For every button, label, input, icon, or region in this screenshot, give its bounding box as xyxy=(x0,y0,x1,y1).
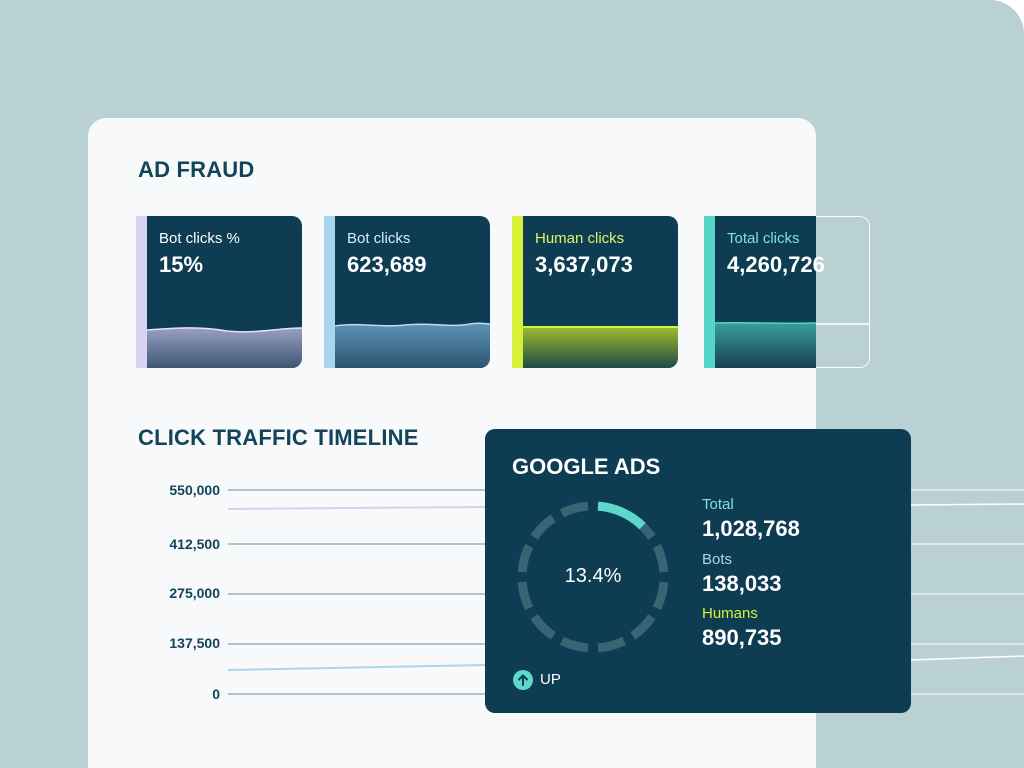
sparkline-total-clicks xyxy=(715,321,816,368)
card-accent-bar xyxy=(704,216,715,368)
donut-track-segment xyxy=(559,636,589,653)
bots-value: 138,033 xyxy=(702,571,782,596)
sparkline-human-clicks xyxy=(523,326,678,368)
donut-track-segment xyxy=(630,614,656,640)
metric-card-bot-clicks[interactable]: Bot clicks 623,689 xyxy=(324,216,490,368)
series-line-bots xyxy=(227,664,486,671)
donut-track-segment xyxy=(517,543,534,573)
y-tick-label: 275,000 xyxy=(169,585,220,601)
donut-track-segment xyxy=(530,514,556,540)
donut-track-segment xyxy=(559,501,589,518)
donut-track-segment xyxy=(652,543,669,573)
click-traffic-timeline-title: CLICK TRAFFIC TIMELINE xyxy=(138,425,419,450)
trend-label: UP xyxy=(540,671,561,688)
donut-track-segment xyxy=(652,581,669,611)
card-value: 3,637,073 xyxy=(535,252,633,277)
card-accent-bar xyxy=(324,216,335,368)
sparkline-overflow xyxy=(816,323,869,325)
donut-bot-share-segment xyxy=(597,501,646,530)
card-accent-bar xyxy=(136,216,147,368)
card-value: 4,260,726 xyxy=(727,252,825,277)
card-value: 15% xyxy=(159,252,204,277)
card-value: 623,689 xyxy=(347,252,427,277)
sparkline-area xyxy=(715,322,816,368)
series-line-total xyxy=(227,506,486,510)
metric-card-bot-clicks-percent[interactable]: Bot clicks % 15% xyxy=(136,216,302,368)
series-line-total xyxy=(910,503,1024,506)
card-label: Bot clicks xyxy=(347,230,411,247)
y-tick-label: 0 xyxy=(212,686,220,702)
sparkline-line xyxy=(147,327,302,333)
y-tick-label: 137,500 xyxy=(169,635,220,651)
ad-fraud-title: AD FRAUD xyxy=(138,157,255,182)
metric-card-human-clicks[interactable]: Human clicks 3,637,073 xyxy=(512,216,678,368)
humans-label: Humans xyxy=(702,605,758,622)
sparkline-line xyxy=(715,321,816,325)
card-overflow-outline xyxy=(816,216,870,368)
sparkline-area xyxy=(335,323,490,368)
total-label: Total xyxy=(702,496,734,513)
y-tick-label: 550,000 xyxy=(169,482,220,498)
total-value: 1,028,768 xyxy=(702,516,800,541)
card-label: Total clicks xyxy=(727,230,800,247)
y-tick-label: 412,500 xyxy=(169,536,220,552)
google-ads-title: GOOGLE ADS xyxy=(512,454,661,479)
card-body xyxy=(704,216,816,368)
donut-track-segment xyxy=(597,636,627,653)
donut-track-segment xyxy=(530,614,556,640)
sparkline-bot-clicks xyxy=(335,322,490,368)
sparkline-area xyxy=(523,327,678,368)
sparkline-bot-clicks-percent xyxy=(147,327,302,368)
card-label: Bot clicks % xyxy=(159,230,240,247)
humans-value: 890,735 xyxy=(702,625,782,650)
donut-track-segment xyxy=(517,581,534,611)
google-ads-card[interactable]: GOOGLE ADS 13.4% Total 1,028,768 Bots 13… xyxy=(485,429,911,713)
arrow-up-icon xyxy=(513,670,533,690)
bots-label: Bots xyxy=(702,551,733,568)
card-accent-bar xyxy=(512,216,523,368)
bot-share-donut xyxy=(517,501,669,653)
card-label: Human clicks xyxy=(535,230,625,247)
series-line-bots xyxy=(910,655,1024,661)
sparkline-line xyxy=(335,322,490,327)
sparkline-area xyxy=(147,327,302,368)
metric-card-total-clicks[interactable]: Total clicks 4,260,726 xyxy=(704,216,870,368)
bot-share-percent: 13.4% xyxy=(564,565,622,587)
